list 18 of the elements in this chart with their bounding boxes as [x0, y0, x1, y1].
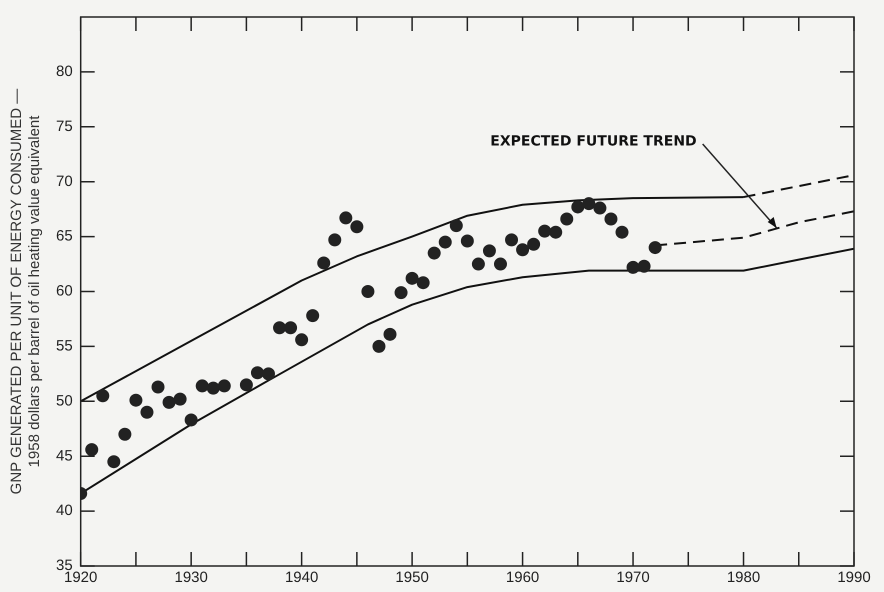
x-tick-label: 1960	[506, 569, 540, 586]
y-tick-label: 45	[56, 447, 73, 464]
y-tick-label: 55	[56, 338, 73, 355]
x-tick-label: 1950	[395, 569, 429, 586]
y-axis-title: GNP GENERATED PER UNIT OF ENERGY CONSUMED — 1958 dollars per barrel of oil heating value equivalent	[8, 88, 44, 494]
x-tick-label: 1970	[616, 569, 650, 586]
y-tick-label: 80	[56, 63, 73, 80]
x-tick-label: 1940	[284, 569, 318, 586]
y-tick-label: 40	[56, 502, 73, 520]
x-tick-label: 1980	[726, 569, 760, 586]
y-tick-label: 60	[56, 282, 73, 300]
x-tick-label: 1930	[174, 569, 208, 586]
annotation: EXPECTED FUTURE TREND	[490, 134, 697, 150]
y-tick-label: 65	[56, 228, 73, 245]
y-tick-label: 75	[56, 118, 73, 135]
y-tick-label: 70	[56, 172, 73, 190]
x-tick-label: 1990	[837, 569, 871, 586]
y-tick-label: 50	[56, 392, 73, 410]
